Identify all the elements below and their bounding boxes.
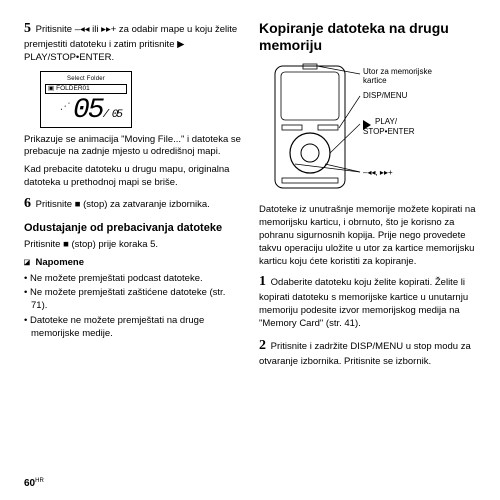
animation-dots: ⋰ — [60, 102, 67, 112]
label-play: PLAY/ — [375, 117, 398, 126]
right-column: Kopiranje datoteka na drugu memoriju Uto… — [259, 20, 476, 375]
label-rewff: –◂◂, ▸▸+ — [363, 168, 393, 177]
lcd-segment-display: ⋰05/ 05 — [45, 98, 127, 123]
notes-list: Ne možete premještati podcast datoteke. … — [24, 273, 241, 341]
step-text: Odaberite datoteku koju želite kopirati.… — [259, 277, 468, 329]
paragraph: Kad prebacite datoteku u drugu mapu, ori… — [24, 164, 241, 190]
lcd-screen: Select Folder ▣ FOLDER01 ⋰05/ 05 — [40, 71, 132, 128]
rewind-icon: ◂◂ — [80, 24, 90, 35]
play-icon: ▶ — [177, 39, 184, 50]
subheading: Odustajanje od prebacivanja datoteke — [24, 222, 241, 235]
forward-icon: ▸▸ — [101, 24, 111, 35]
notes-heading: ◪ Napomene — [24, 257, 241, 270]
device-diagram: Utor za memorijske kartice DISP/MENU PLA… — [265, 62, 476, 197]
paragraph: Pritisnite ■ (stop) prije koraka 5. — [24, 239, 241, 252]
step-number: 2 — [259, 338, 266, 353]
folder-name: FOLDER01 — [56, 85, 90, 94]
paragraph: Datoteke iz unutrašnje memorije možete k… — [259, 204, 476, 268]
step-number: 5 — [24, 21, 31, 36]
note-icon: ◪ — [24, 257, 35, 268]
svg-text:kartice: kartice — [363, 76, 387, 85]
left-column: 5 Pritisnite –◂◂ ili ▸▸+ za odabir mape … — [24, 20, 241, 375]
list-item: Datoteke ne možete premještati na druge … — [24, 315, 241, 341]
label-stop: STOP•ENTER — [363, 127, 415, 136]
lcd-folder-row: ▣ FOLDER01 — [45, 84, 127, 95]
step-2: 2 Pritisnite i zadržite DISP/MENU u stop… — [259, 337, 476, 369]
list-item: Ne možete premještati zaštićene datoteke… — [24, 287, 241, 313]
step-5: 5 Pritisnite –◂◂ ili ▸▸+ za odabir mape … — [24, 20, 241, 65]
step-1: 1 Odaberite datoteku koju želite kopirat… — [259, 273, 476, 330]
list-item: Ne možete premještati podcast datoteke. — [24, 273, 241, 286]
label-slot: Utor za memorijske — [363, 67, 432, 76]
heading: Kopiranje datoteka na drugu memoriju — [259, 20, 476, 54]
label-dispmenu: DISP/MENU — [363, 91, 408, 100]
step-text: Pritisnite ■ (stop) za zatvaranje izborn… — [36, 199, 210, 210]
folder-icon: ▣ — [48, 85, 54, 94]
lcd-title: Select Folder — [45, 75, 127, 83]
step-6: 6 Pritisnite ■ (stop) za zatvaranje izbo… — [24, 195, 241, 214]
step-text: Pritisnite i zadržite DISP/MENU u stop m… — [259, 341, 471, 367]
step-number: 1 — [259, 274, 266, 289]
paragraph: Prikazuje se animacija "Moving File..." … — [24, 134, 241, 160]
page-number: 60HR — [24, 477, 44, 491]
step-number: 6 — [24, 196, 31, 211]
step-text: Pritisnite –◂◂ ili ▸▸+ za odabir mape u … — [24, 24, 237, 63]
